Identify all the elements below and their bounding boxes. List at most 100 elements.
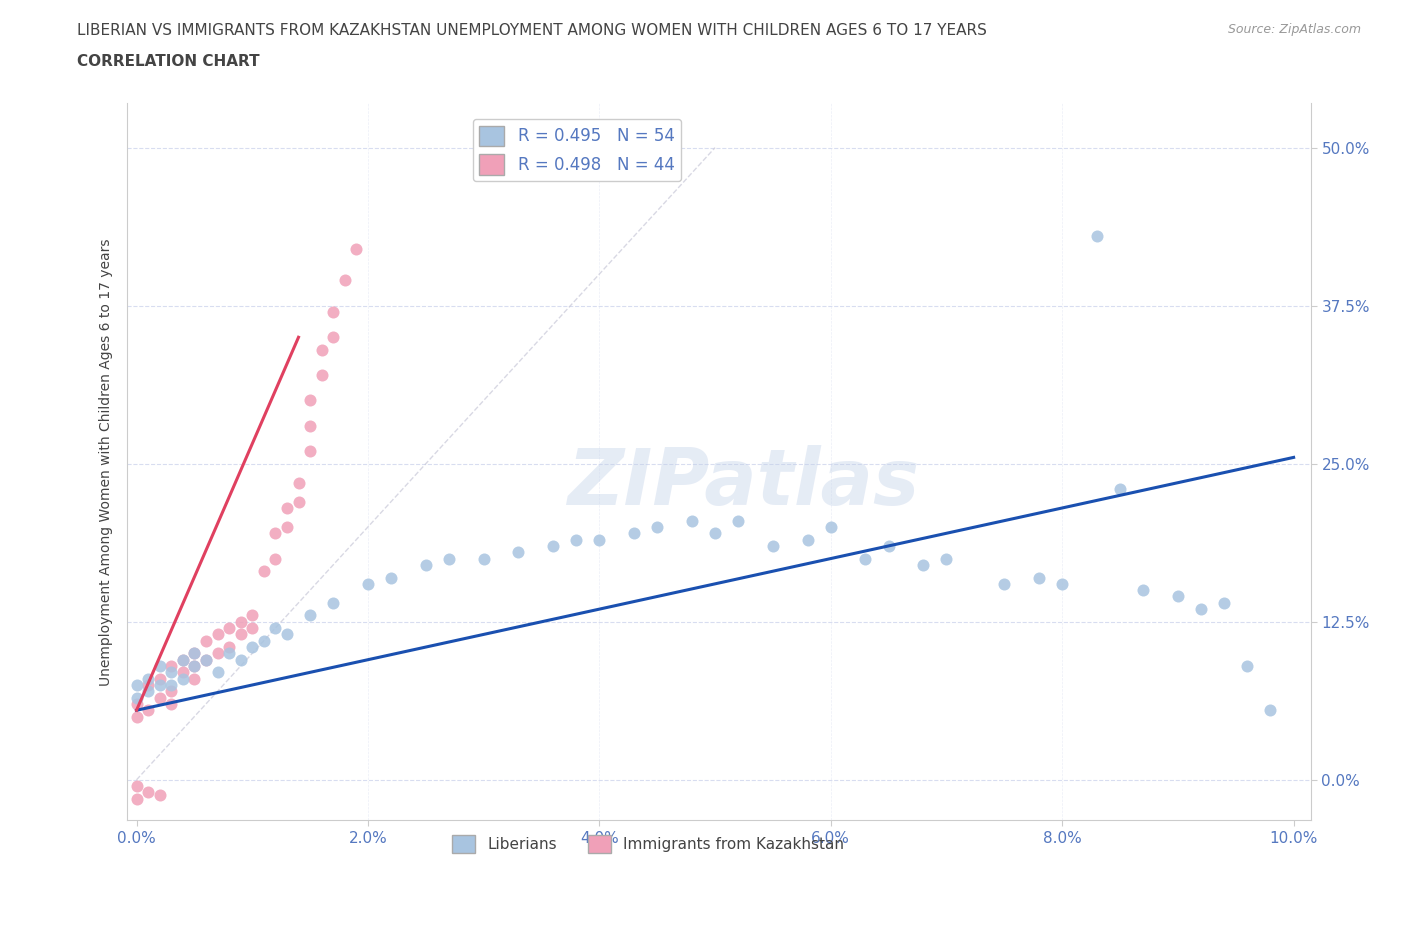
Point: [1050, 577, 1073, 591]
Point: [218, 646, 240, 661]
Point: [160, 658, 183, 673]
Point: [276, 500, 298, 515]
Point: [276, 627, 298, 642]
Point: [311, 367, 333, 382]
Point: [183, 658, 205, 673]
Point: [264, 551, 287, 566]
Point: [565, 532, 588, 547]
Point: [508, 545, 530, 560]
Text: ZIPatlas: ZIPatlas: [567, 445, 920, 522]
Point: [796, 532, 818, 547]
Point: [172, 652, 194, 667]
Point: [1260, 703, 1282, 718]
Point: [877, 538, 900, 553]
Point: [1085, 229, 1108, 244]
Point: [194, 633, 217, 648]
Point: [322, 595, 344, 610]
Point: [287, 494, 309, 509]
Point: [194, 652, 217, 667]
Point: [912, 557, 935, 572]
Point: [1132, 583, 1154, 598]
Point: [645, 520, 668, 535]
Point: [299, 418, 322, 433]
Point: [240, 608, 263, 623]
Point: [125, 778, 148, 793]
Point: [149, 678, 172, 693]
Point: [276, 520, 298, 535]
Point: [588, 532, 610, 547]
Point: [125, 678, 148, 693]
Point: [1236, 658, 1258, 673]
Point: [183, 671, 205, 686]
Point: [437, 551, 460, 566]
Point: [727, 513, 749, 528]
Point: [229, 615, 252, 630]
Point: [136, 785, 159, 800]
Point: [136, 684, 159, 698]
Point: [136, 703, 159, 718]
Point: [1213, 595, 1236, 610]
Point: [287, 475, 309, 490]
Point: [149, 788, 172, 803]
Point: [218, 640, 240, 655]
Point: [993, 577, 1015, 591]
Point: [253, 633, 276, 648]
Point: [333, 272, 356, 287]
Point: [762, 538, 785, 553]
Point: [1189, 602, 1212, 617]
Legend: Liberians, Immigrants from Kazakhstan: Liberians, Immigrants from Kazakhstan: [446, 829, 851, 859]
Point: [172, 665, 194, 680]
Point: [172, 652, 194, 667]
Point: [1109, 482, 1132, 497]
Text: CORRELATION CHART: CORRELATION CHART: [77, 54, 260, 69]
Point: [681, 513, 703, 528]
Point: [820, 520, 842, 535]
Point: [160, 684, 183, 698]
Point: [125, 697, 148, 711]
Point: [299, 393, 322, 408]
Point: [136, 678, 159, 693]
Point: [149, 671, 172, 686]
Point: [218, 620, 240, 635]
Point: [183, 646, 205, 661]
Point: [149, 690, 172, 705]
Point: [183, 658, 205, 673]
Point: [299, 608, 322, 623]
Point: [299, 444, 322, 458]
Point: [253, 564, 276, 578]
Point: [311, 342, 333, 357]
Point: [240, 640, 263, 655]
Point: [623, 525, 645, 540]
Point: [207, 646, 229, 661]
Point: [125, 791, 148, 806]
Point: [704, 525, 727, 540]
Point: [207, 665, 229, 680]
Point: [183, 646, 205, 661]
Point: [344, 241, 367, 256]
Point: [125, 710, 148, 724]
Point: [415, 557, 437, 572]
Point: [264, 620, 287, 635]
Point: [229, 652, 252, 667]
Point: [357, 577, 380, 591]
Point: [160, 697, 183, 711]
Point: [935, 551, 957, 566]
Point: [194, 652, 217, 667]
Point: [380, 570, 402, 585]
Point: [264, 525, 287, 540]
Text: LIBERIAN VS IMMIGRANTS FROM KAZAKHSTAN UNEMPLOYMENT AMONG WOMEN WITH CHILDREN AG: LIBERIAN VS IMMIGRANTS FROM KAZAKHSTAN U…: [77, 23, 987, 38]
Point: [160, 665, 183, 680]
Point: [322, 330, 344, 345]
Point: [1028, 570, 1050, 585]
Point: [1167, 589, 1189, 604]
Point: [149, 658, 172, 673]
Point: [855, 551, 877, 566]
Point: [207, 627, 229, 642]
Point: [125, 690, 148, 705]
Y-axis label: Unemployment Among Women with Children Ages 6 to 17 years: Unemployment Among Women with Children A…: [100, 238, 114, 685]
Point: [472, 551, 495, 566]
Point: [541, 538, 564, 553]
Point: [172, 671, 194, 686]
Point: [229, 627, 252, 642]
Point: [240, 620, 263, 635]
